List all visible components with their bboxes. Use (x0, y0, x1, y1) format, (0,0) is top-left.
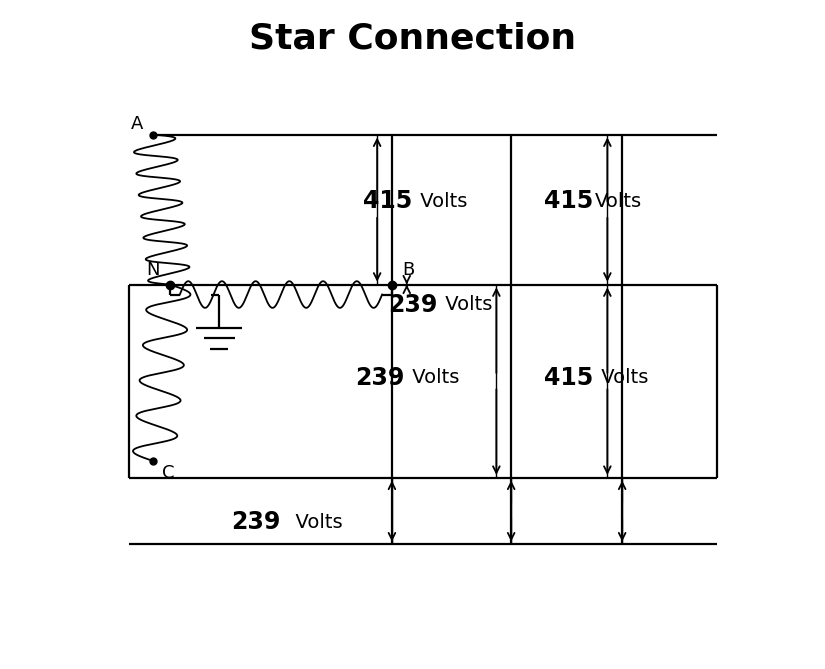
Text: 239: 239 (232, 510, 281, 535)
Text: B: B (402, 261, 414, 279)
Text: Volts: Volts (595, 369, 648, 387)
Text: 239: 239 (388, 292, 437, 316)
Text: C: C (162, 464, 174, 482)
Text: Volts: Volts (439, 295, 493, 314)
Text: Volts: Volts (414, 192, 468, 211)
Text: A: A (131, 114, 144, 132)
Text: 415: 415 (363, 189, 412, 213)
Text: Volts: Volts (406, 369, 460, 387)
Text: 239: 239 (355, 366, 404, 390)
Text: Volts: Volts (595, 192, 642, 211)
Text: Volts: Volts (283, 513, 342, 532)
Text: Star Connection: Star Connection (249, 21, 576, 55)
Text: N: N (147, 261, 160, 279)
Text: 415: 415 (544, 366, 593, 390)
Text: 415: 415 (544, 189, 593, 213)
